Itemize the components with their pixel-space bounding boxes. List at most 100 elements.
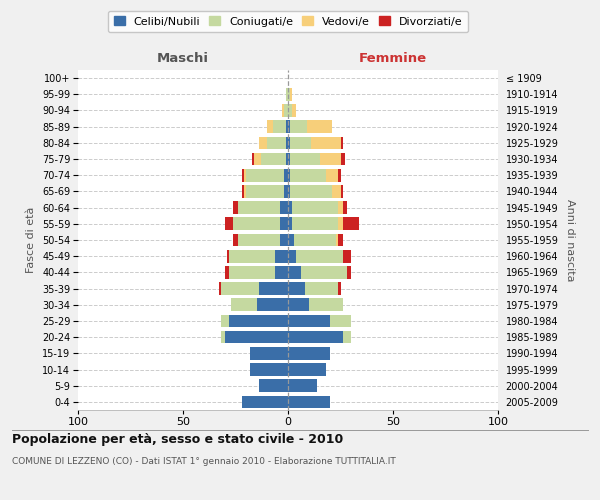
Bar	[242, 185, 244, 198]
Bar	[233, 218, 280, 230]
Bar	[292, 202, 338, 214]
Bar	[225, 218, 233, 230]
Text: Popolazione per età, sesso e stato civile - 2010: Popolazione per età, sesso e stato civil…	[12, 432, 343, 446]
Bar	[286, 88, 288, 101]
Bar	[288, 185, 290, 198]
Bar	[288, 298, 309, 311]
Bar	[267, 136, 286, 149]
Bar	[246, 169, 284, 181]
Bar	[229, 250, 275, 262]
Bar	[296, 250, 343, 262]
Bar	[290, 120, 307, 133]
Bar	[221, 314, 229, 328]
Bar	[275, 250, 288, 262]
Bar	[341, 152, 344, 166]
Text: Femmine: Femmine	[359, 52, 427, 65]
Bar	[238, 234, 280, 246]
Bar	[288, 169, 290, 181]
Bar	[254, 152, 260, 166]
Bar	[338, 202, 343, 214]
Bar	[280, 234, 288, 246]
Bar	[341, 136, 343, 149]
Bar	[280, 202, 288, 214]
Bar	[288, 250, 296, 262]
Bar	[343, 218, 359, 230]
Legend: Celibi/Nubili, Coniugati/e, Vedovi/e, Divorziati/e: Celibi/Nubili, Coniugati/e, Vedovi/e, Di…	[108, 10, 468, 32]
Bar	[229, 266, 275, 278]
Bar	[227, 250, 229, 262]
Bar	[290, 185, 332, 198]
Bar	[288, 218, 292, 230]
Bar	[250, 347, 288, 360]
Bar	[290, 88, 292, 101]
Bar	[311, 136, 341, 149]
Y-axis label: Anni di nascita: Anni di nascita	[565, 198, 575, 281]
Y-axis label: Fasce di età: Fasce di età	[26, 207, 37, 273]
Bar	[275, 266, 288, 278]
Bar	[343, 202, 347, 214]
Bar	[320, 152, 341, 166]
Bar	[284, 169, 288, 181]
Bar	[273, 120, 286, 133]
Bar	[288, 120, 290, 133]
Bar	[221, 282, 259, 295]
Bar	[288, 380, 317, 392]
Bar	[267, 120, 274, 133]
Bar	[229, 314, 288, 328]
Bar	[292, 218, 338, 230]
Bar	[288, 104, 292, 117]
Bar	[238, 202, 280, 214]
Bar	[242, 396, 288, 408]
Bar	[288, 331, 343, 344]
Bar	[252, 152, 254, 166]
Bar	[286, 152, 288, 166]
Bar	[242, 169, 244, 181]
Bar	[284, 104, 288, 117]
Bar	[292, 104, 296, 117]
Bar	[225, 266, 229, 278]
Bar	[259, 282, 288, 295]
Bar	[295, 234, 337, 246]
Bar	[288, 282, 305, 295]
Bar	[290, 152, 320, 166]
Bar	[244, 169, 246, 181]
Bar	[332, 185, 341, 198]
Bar	[288, 347, 330, 360]
Text: COMUNE DI LEZZENO (CO) - Dati ISTAT 1° gennaio 2010 - Elaborazione TUTTITALIA.IT: COMUNE DI LEZZENO (CO) - Dati ISTAT 1° g…	[12, 457, 396, 466]
Bar	[338, 169, 341, 181]
Bar	[338, 282, 341, 295]
Bar	[288, 396, 330, 408]
Bar	[233, 234, 238, 246]
Text: Maschi: Maschi	[157, 52, 209, 65]
Bar	[286, 136, 288, 149]
Bar	[307, 120, 332, 133]
Bar	[280, 218, 288, 230]
Bar	[244, 185, 246, 198]
Bar	[233, 202, 238, 214]
Bar	[343, 331, 351, 344]
Bar	[286, 120, 288, 133]
Bar	[250, 363, 288, 376]
Bar	[343, 250, 351, 262]
Bar	[225, 331, 288, 344]
Bar	[337, 234, 338, 246]
Bar	[288, 152, 290, 166]
Bar	[305, 282, 338, 295]
Bar	[218, 282, 221, 295]
Bar	[288, 202, 292, 214]
Bar	[347, 266, 351, 278]
Bar	[338, 218, 343, 230]
Bar	[259, 136, 267, 149]
Bar	[290, 136, 311, 149]
Bar	[301, 266, 347, 278]
Bar	[284, 185, 288, 198]
Bar	[288, 363, 326, 376]
Bar	[246, 185, 284, 198]
Bar	[257, 298, 288, 311]
Bar	[288, 314, 330, 328]
Bar	[232, 298, 257, 311]
Bar	[290, 169, 326, 181]
Bar	[288, 136, 290, 149]
Bar	[341, 185, 343, 198]
Bar	[326, 169, 338, 181]
